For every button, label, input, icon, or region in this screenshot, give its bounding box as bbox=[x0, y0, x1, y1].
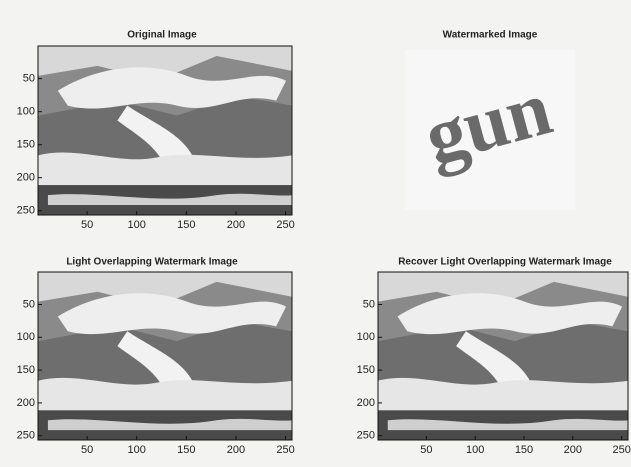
y-tick-label: 200 bbox=[357, 397, 375, 409]
x-tick-label: 150 bbox=[177, 219, 195, 231]
y-tick-label: 150 bbox=[17, 139, 35, 151]
x-tick-label: 100 bbox=[128, 219, 146, 231]
x-tick-label: 200 bbox=[227, 444, 245, 456]
y-tick-label: 50 bbox=[23, 73, 35, 85]
y-tick-label: 50 bbox=[23, 298, 35, 310]
x-tick-label: 150 bbox=[177, 444, 195, 456]
image bbox=[378, 272, 628, 440]
page: Original Image 50 100 150 200 250 50 100 150 200 2… bbox=[0, 0, 631, 467]
x-tick-label: 250 bbox=[276, 219, 294, 231]
y-tick-label: 250 bbox=[17, 430, 35, 442]
x-tick-label: 250 bbox=[276, 444, 294, 456]
x-tick-label: 150 bbox=[515, 444, 533, 456]
y-tick-label: 150 bbox=[357, 364, 375, 376]
x-tick-label: 250 bbox=[612, 444, 630, 456]
y-tick-label: 50 bbox=[363, 298, 375, 310]
panel-title: Original Image bbox=[127, 30, 197, 41]
y-tick-label: 100 bbox=[17, 106, 35, 118]
image bbox=[38, 272, 292, 440]
panel-title: Recover Light Overlapping Watermark Imag… bbox=[398, 257, 612, 268]
x-tick-label: 200 bbox=[227, 219, 245, 231]
x-tick-label: 50 bbox=[420, 444, 432, 456]
x-tick-label: 50 bbox=[81, 219, 93, 231]
x-tick-label: 200 bbox=[564, 444, 582, 456]
y-tick-label: 100 bbox=[17, 331, 35, 343]
image bbox=[38, 46, 292, 215]
y-tick-label: 250 bbox=[17, 205, 35, 217]
x-tick-label: 50 bbox=[81, 444, 93, 456]
y-tick-label: 250 bbox=[357, 430, 375, 442]
panel-title: Watermarked Image bbox=[443, 30, 538, 41]
y-tick-label: 100 bbox=[357, 331, 375, 343]
y-tick-label: 200 bbox=[17, 397, 35, 409]
figure: Original Image 50 100 150 200 250 50 100 150 200 2… bbox=[0, 0, 631, 467]
panel-title: Light Overlapping Watermark Image bbox=[66, 257, 238, 268]
x-tick-label: 100 bbox=[128, 444, 146, 456]
y-tick-label: 150 bbox=[17, 364, 35, 376]
y-tick-label: 200 bbox=[17, 172, 35, 184]
x-tick-label: 100 bbox=[466, 444, 484, 456]
